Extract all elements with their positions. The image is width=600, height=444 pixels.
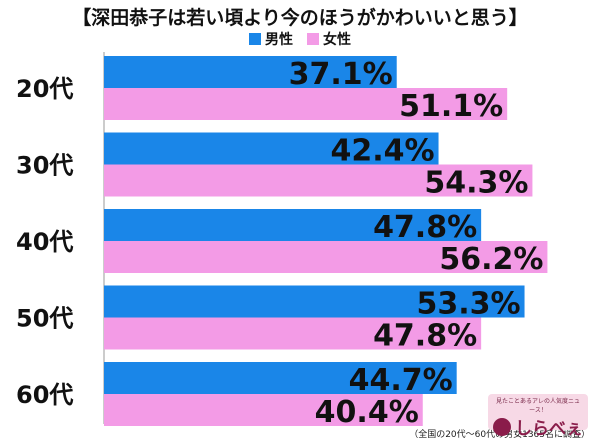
data-label: 47.8%	[373, 210, 477, 245]
bar-male	[104, 132, 439, 165]
data-label: 54.3%	[424, 166, 528, 201]
bar-female	[104, 241, 548, 273]
logo-tagline: 見たことあるアレの人気度ニュース！	[495, 398, 580, 414]
bar-male	[104, 209, 482, 241]
legend-swatch-male	[249, 33, 261, 45]
bar-female	[104, 394, 423, 426]
data-label: 56.2%	[439, 242, 543, 277]
legend-label-male: 男性	[265, 32, 293, 48]
legend-item-male: 男性	[249, 29, 293, 49]
bar-female	[104, 164, 533, 197]
legend-label-female: 女性	[323, 32, 351, 48]
data-label: 44.7%	[349, 363, 453, 398]
site-logo: 見たことあるアレの人気度ニュース！ しらべぇ	[488, 394, 588, 439]
data-label: 53.3%	[416, 287, 520, 322]
bar-male	[104, 362, 457, 394]
category-label: 30代	[16, 152, 73, 180]
category-label: 60代	[16, 381, 73, 409]
category-label: 40代	[16, 228, 73, 256]
category-label: 50代	[16, 305, 73, 333]
logo-name: しらべぇ	[515, 419, 583, 439]
data-label: 37.1%	[289, 57, 393, 92]
data-label: 40.4%	[315, 395, 419, 430]
bar-female	[104, 88, 508, 120]
bar-male	[104, 56, 397, 88]
bar-female	[104, 317, 482, 350]
bar-male	[104, 285, 525, 318]
legend-swatch-female	[307, 33, 319, 45]
logo-badge-icon	[493, 417, 511, 436]
data-label: 51.1%	[399, 89, 503, 124]
chart-title: 【深田恭子は若い頃より今のほうがかわいいと思う】	[72, 7, 528, 29]
category-label: 20代	[16, 75, 73, 103]
legend: 男性 女性	[0, 29, 600, 49]
data-label: 42.4%	[330, 134, 434, 169]
logo-main: しらべぇ	[493, 414, 583, 439]
data-label: 47.8%	[373, 319, 477, 354]
legend-item-female: 女性	[307, 29, 351, 49]
